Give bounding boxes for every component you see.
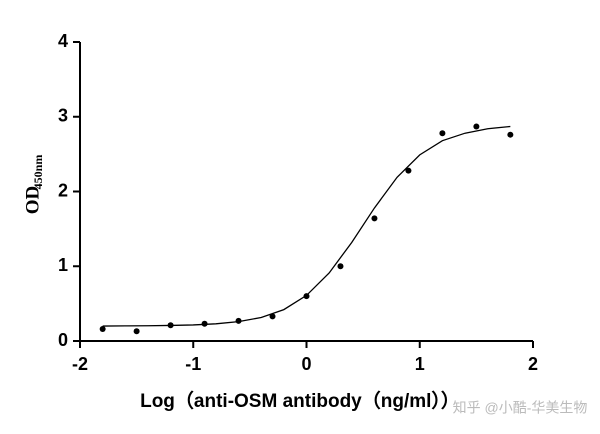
data-point xyxy=(405,167,412,174)
y-tick-label: 2 xyxy=(58,180,68,200)
data-point xyxy=(303,293,310,300)
data-point xyxy=(507,131,514,138)
x-tick-label: 0 xyxy=(301,354,311,374)
data-point xyxy=(133,328,140,335)
data-point xyxy=(337,263,344,270)
data-point xyxy=(473,123,480,130)
y-axis-label-subscript: 450nm xyxy=(31,155,45,190)
data-point xyxy=(371,215,378,222)
x-tick-label: -1 xyxy=(185,354,201,374)
y-tick-label: 1 xyxy=(58,255,68,275)
watermark: 知乎 @小酷-华美生物 xyxy=(453,400,588,416)
data-point xyxy=(99,326,106,333)
data-point xyxy=(201,320,208,327)
data-point xyxy=(439,130,446,137)
y-tick-label: 0 xyxy=(58,330,68,350)
y-axis-label: OD xyxy=(22,186,43,215)
x-tick-label: -2 xyxy=(72,354,88,374)
x-axis-label: Log（anti-OSM antibody（ng/ml）） xyxy=(140,389,460,412)
y-tick-label: 4 xyxy=(58,31,68,51)
y-axis-label-group: OD 450nm xyxy=(22,155,44,215)
y-tick-label: 3 xyxy=(58,106,68,126)
x-tick-label: 1 xyxy=(415,354,425,374)
x-tick-label: 2 xyxy=(528,354,538,374)
data-point xyxy=(167,322,174,329)
data-point xyxy=(235,317,242,324)
data-point xyxy=(269,313,276,320)
